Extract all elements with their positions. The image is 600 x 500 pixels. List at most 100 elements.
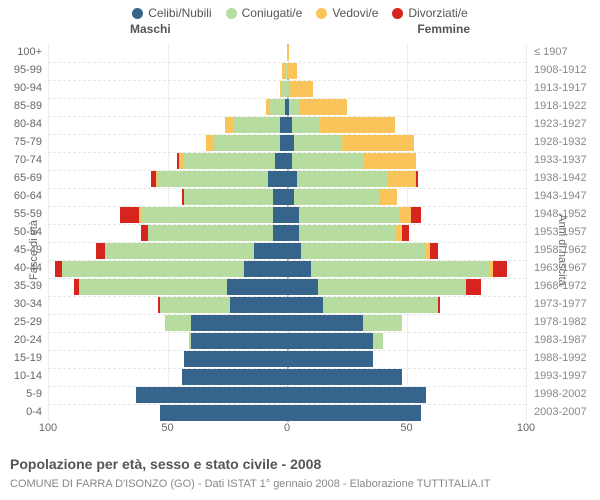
age-label: 45-49 xyxy=(0,245,42,256)
bar-segment xyxy=(387,171,416,187)
bar-segment xyxy=(287,135,294,151)
bar-segment xyxy=(275,153,287,169)
male-bar xyxy=(48,62,287,80)
bar-segment xyxy=(289,99,299,115)
bar-segment xyxy=(289,81,313,97)
x-tick: 100 xyxy=(517,422,535,434)
year-label: 1988-1992 xyxy=(534,353,600,364)
female-bar xyxy=(287,350,526,368)
age-label: 85-89 xyxy=(0,101,42,112)
female-bar xyxy=(287,206,526,224)
bar-segment xyxy=(234,117,279,133)
bar-segment xyxy=(213,135,280,151)
bar-segment xyxy=(282,63,284,79)
age-label: 90-94 xyxy=(0,83,42,94)
bar-segment xyxy=(79,279,227,295)
bar-segment xyxy=(280,81,282,97)
bar-segment xyxy=(287,297,323,313)
female-bar xyxy=(287,134,526,152)
legend-swatch xyxy=(392,8,403,19)
bar-segment xyxy=(466,279,480,295)
legend-swatch xyxy=(226,8,237,19)
year-label: 1923-1927 xyxy=(534,119,600,130)
year-label: 1943-1947 xyxy=(534,191,600,202)
year-label: 2003-2007 xyxy=(534,407,600,418)
legend-item: Coniugati/e xyxy=(226,6,303,20)
male-bar xyxy=(48,134,287,152)
bar-segment xyxy=(184,351,287,367)
chart-title: Popolazione per età, sesso e stato civil… xyxy=(10,456,321,472)
bar-segment xyxy=(373,333,383,349)
bar-segment xyxy=(287,189,294,205)
age-label: 70-74 xyxy=(0,155,42,166)
bar-segment xyxy=(280,135,287,151)
legend-label: Coniugati/e xyxy=(242,6,303,20)
male-bar xyxy=(48,332,287,350)
bar-segment xyxy=(287,171,297,187)
female-bar xyxy=(287,188,526,206)
age-label: 40-44 xyxy=(0,263,42,274)
age-label: 25-29 xyxy=(0,317,42,328)
bar-segment xyxy=(299,207,399,223)
bar-segment xyxy=(206,135,213,151)
female-bar xyxy=(287,242,526,260)
bar-segment xyxy=(363,315,401,331)
year-label: 1968-1972 xyxy=(534,281,600,292)
year-label: 1958-1962 xyxy=(534,245,600,256)
age-label: 50-54 xyxy=(0,227,42,238)
bar-segment xyxy=(62,261,244,277)
year-label: 1993-1997 xyxy=(534,371,600,382)
male-bar xyxy=(48,224,287,242)
year-label: 1953-1957 xyxy=(534,227,600,238)
bar-segment xyxy=(182,369,287,385)
bar-segment xyxy=(287,387,426,403)
bar-segment xyxy=(438,297,440,313)
age-label: 15-19 xyxy=(0,353,42,364)
male-bar xyxy=(48,152,287,170)
bar-segment xyxy=(96,243,106,259)
age-label: 75-79 xyxy=(0,137,42,148)
legend: Celibi/Nubili Coniugati/e Vedovi/e Divorzia… xyxy=(0,0,600,20)
bar-segment xyxy=(287,243,301,259)
bar-segment xyxy=(184,189,272,205)
age-label: 35-39 xyxy=(0,281,42,292)
year-label: 1998-2002 xyxy=(534,389,600,400)
bar-segment xyxy=(297,171,388,187)
bar-segment xyxy=(287,405,421,421)
bar-segment xyxy=(287,351,373,367)
age-label: 20-24 xyxy=(0,335,42,346)
chart-subtitle: COMUNE DI FARRA D'ISONZO (GO) - Dati IST… xyxy=(10,478,490,490)
bar-segment xyxy=(287,279,318,295)
bar-segment xyxy=(299,225,395,241)
bar-segment xyxy=(342,135,414,151)
year-label: 1963-1967 xyxy=(534,263,600,274)
bar-segment xyxy=(294,189,380,205)
bar-segment xyxy=(395,225,402,241)
bar-segment xyxy=(230,297,287,313)
female-header: Femmine xyxy=(417,22,470,36)
age-label: 55-59 xyxy=(0,209,42,220)
female-bar xyxy=(287,80,526,98)
female-bar xyxy=(287,170,526,188)
bar-segment xyxy=(287,45,289,61)
male-header: Maschi xyxy=(130,22,171,36)
bar-segment xyxy=(301,243,425,259)
male-bar xyxy=(48,314,287,332)
x-tick: 50 xyxy=(400,422,412,434)
bar-segment xyxy=(363,153,416,169)
bar-segment xyxy=(380,189,397,205)
legend-label: Celibi/Nubili xyxy=(148,6,211,20)
legend-label: Vedovi/e xyxy=(332,6,378,20)
bar-segment xyxy=(105,243,253,259)
chart-area xyxy=(48,44,526,422)
bar-segment xyxy=(430,243,437,259)
bar-segment xyxy=(254,243,287,259)
bar-segment xyxy=(287,207,299,223)
year-label: ≤ 1907 xyxy=(534,47,600,58)
legend-item: Divorziati/e xyxy=(392,6,467,20)
bar-segment xyxy=(411,207,421,223)
bar-segment xyxy=(287,225,299,241)
bar-segment xyxy=(292,117,321,133)
age-axis: 0-45-910-1415-1920-2425-2930-3435-3940-4… xyxy=(0,44,46,422)
female-bar xyxy=(287,116,526,134)
